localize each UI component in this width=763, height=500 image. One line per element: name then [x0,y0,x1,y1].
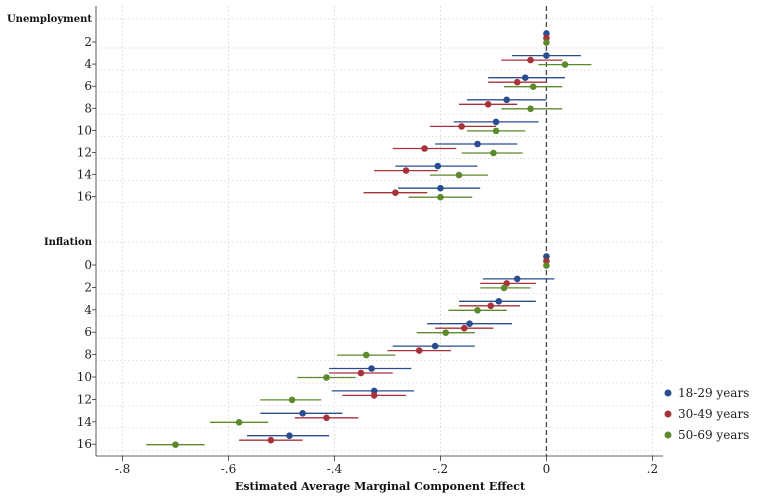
point-estimate [323,374,330,381]
point-estimate [421,145,428,152]
y-tick-labels: Unemployment 2 4 6 8 10 12 14 16 Inflation 0 2 4 6 8 10… [7,14,96,451]
y-tick-label: 10 [77,123,92,137]
point-estimates [172,30,569,449]
y-tick-label: 16 [77,190,92,204]
y-tick-label: 14 [77,168,93,182]
point-estimate [434,162,442,170]
y-tick-label: 2 [84,35,92,49]
x-axis-title: Estimated Average Marginal Component Eff… [235,480,526,493]
point-estimate [492,118,500,126]
point-estimate [466,320,473,328]
point-estimate [529,83,537,90]
group-label: Inflation [44,237,93,248]
point-estimate [484,101,492,108]
y-tick-label: 10 [77,370,92,384]
point-estimate [500,284,508,292]
point-estimate [513,275,521,283]
x-tick-label: .2 [647,462,658,476]
point-estimate [357,369,365,377]
point-estimate [458,123,465,130]
point-estimate [455,171,463,179]
point-estimate [362,351,370,359]
grid [96,6,663,456]
point-estimate [437,184,444,192]
point-estimate [543,262,550,269]
point-estimate [490,149,497,157]
point-estimate [370,392,378,399]
point-estimate [437,193,444,201]
point-estimate [543,52,550,59]
y-tick-label: 12 [77,146,92,160]
group-label: Unemployment [7,14,92,25]
y-tick-label: 14 [77,415,93,429]
y-tick-label: 6 [84,325,92,339]
y-tick-label: 0 [84,258,92,272]
point-estimate [487,302,495,310]
y-tick-label: 6 [84,79,92,93]
y-tick-label: 4 [84,57,92,71]
point-estimate [267,436,275,444]
axes [95,6,663,457]
point-estimate [474,140,481,148]
legend-label: 18-29 years [678,386,749,400]
point-estimate [492,127,500,135]
point-estimate [299,410,306,417]
legend-marker [664,410,672,418]
legend-marker [664,389,672,397]
x-tick-labels: -.8 -.6 -.4 -.2 0 .2 [115,456,658,476]
point-estimate [474,307,481,314]
point-estimate [368,365,375,372]
point-estimate [235,419,243,426]
y-tick-label: 16 [77,437,92,451]
point-estimate [288,396,296,404]
point-estimate [543,39,550,46]
y-tick-label: 8 [84,101,92,115]
legend: 18-29 years 30-49 years 50-69 years [664,386,749,442]
point-estimate [521,74,529,81]
point-estimate [513,78,521,86]
point-estimate [561,61,569,68]
point-estimate [286,432,293,440]
point-estimate [392,189,399,196]
x-tick-label: -.8 [115,462,131,476]
x-tick-label: 0 [543,462,551,476]
y-tick-label: 12 [77,392,92,406]
point-estimate [527,105,534,113]
point-estimate [503,96,510,104]
y-tick-label: 8 [84,348,92,362]
legend-label: 30-49 years [678,407,749,421]
point-estimate [415,347,423,354]
legend-marker [664,431,672,439]
x-tick-label: -.2 [433,462,449,476]
point-estimate [172,441,179,449]
point-estimate [460,324,468,332]
legend-label: 50-69 years [678,428,749,442]
point-estimate [323,414,330,422]
point-estimate [431,342,439,350]
x-tick-label: -.6 [221,462,237,476]
y-tick-label: 4 [84,303,92,317]
y-tick-label: 2 [84,280,92,294]
point-estimate [442,329,450,337]
point-estimate [527,56,534,64]
point-estimate [402,167,410,174]
x-tick-label: -.4 [327,462,343,476]
point-estimate [495,298,503,305]
